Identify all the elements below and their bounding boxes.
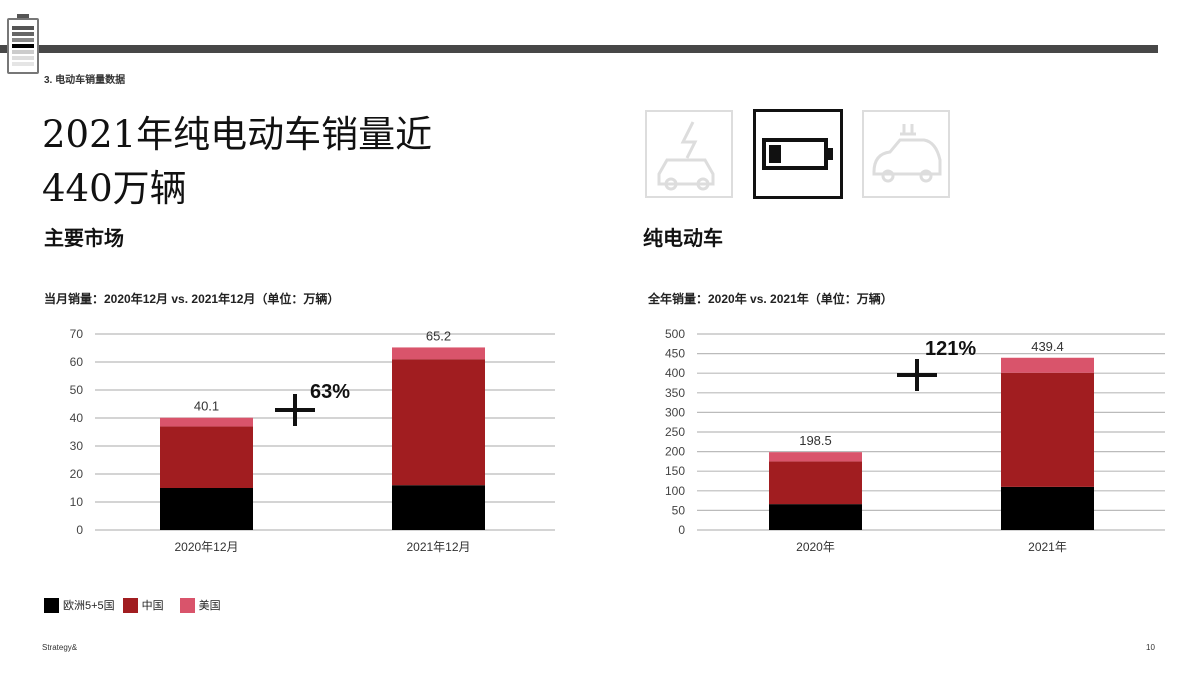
legend-swatch-us bbox=[179, 597, 195, 613]
page-number: 10 bbox=[1146, 643, 1155, 652]
y-tick-label: 250 bbox=[665, 425, 685, 439]
y-tick-label: 30 bbox=[70, 439, 84, 453]
y-tick-label: 10 bbox=[70, 495, 84, 509]
left-heading: 主要市场 bbox=[44, 228, 124, 250]
y-tick-label: 0 bbox=[76, 523, 83, 537]
y-tick-label: 70 bbox=[70, 327, 84, 341]
legend: 欧洲5+5国 中国 美国 bbox=[44, 597, 221, 613]
y-tick-label: 300 bbox=[665, 405, 685, 419]
plug-car-icon bbox=[862, 110, 950, 198]
bar-segment-1 bbox=[1001, 372, 1094, 487]
charging-car-icon bbox=[645, 110, 733, 198]
right-heading: 纯电动车 bbox=[643, 228, 723, 250]
battery-icon bbox=[753, 109, 843, 199]
growth-annotation: 121% bbox=[925, 338, 976, 360]
bar-segment-2 bbox=[769, 452, 862, 462]
title-line-2: 440万辆 bbox=[42, 167, 187, 210]
y-tick-label: 350 bbox=[665, 386, 685, 400]
y-tick-label: 150 bbox=[665, 464, 685, 478]
x-tick-label: 2021年12月 bbox=[406, 540, 470, 554]
y-tick-label: 50 bbox=[672, 503, 686, 517]
title-line-1: 2021年纯电动车销量近 bbox=[42, 113, 433, 156]
legend-label-us: 美国 bbox=[198, 600, 221, 612]
charts: 0 10 20 30 40 50 60 70 40.1 2020年12月 65.2 2021年12月 6… bbox=[70, 327, 1165, 554]
plus-icon bbox=[897, 359, 937, 391]
total-label: 40.1 bbox=[194, 399, 219, 414]
bar-segment-1 bbox=[392, 359, 485, 486]
bar-segment-2 bbox=[392, 347, 485, 360]
bar-segment-0 bbox=[160, 488, 253, 530]
y-tick-label: 100 bbox=[665, 484, 685, 498]
plus-icon bbox=[275, 394, 315, 426]
bar-segment-0 bbox=[769, 504, 862, 530]
total-label: 198.5 bbox=[799, 433, 832, 448]
page-title: 2021年纯电动车销量近 440万辆 bbox=[42, 108, 432, 216]
legend-swatch-europe bbox=[44, 597, 59, 613]
chart-annual-sales: 0 50 100 150 200 250 300 350 400 450 500 198.5 2020年… bbox=[665, 327, 1165, 554]
legend-label-china: 中国 bbox=[141, 600, 164, 612]
y-tick-label: 0 bbox=[678, 523, 685, 537]
bar-segment-0 bbox=[1001, 486, 1094, 530]
right-subtitle: 全年销量：2020年 vs. 2021年（单位：万辆） bbox=[648, 292, 893, 306]
growth-annotation: 63% bbox=[310, 381, 350, 403]
bar-segment-1 bbox=[160, 426, 253, 488]
battery-logo-icon bbox=[7, 14, 39, 74]
bar-segment-0 bbox=[392, 485, 485, 530]
legend-label-europe: 欧洲5+5国 bbox=[63, 600, 115, 612]
chart-monthly-sales: 0 10 20 30 40 50 60 70 40.1 2020年12月 65.2 2021年12月 6… bbox=[70, 327, 555, 554]
y-tick-label: 500 bbox=[665, 327, 685, 341]
x-tick-label: 2021年 bbox=[1028, 540, 1067, 554]
y-tick-label: 400 bbox=[665, 366, 685, 380]
legend-swatch-china bbox=[122, 597, 138, 613]
y-tick-label: 20 bbox=[70, 467, 84, 481]
x-tick-label: 2020年12月 bbox=[174, 540, 238, 554]
y-tick-label: 200 bbox=[665, 445, 685, 459]
bar-segment-1 bbox=[769, 461, 862, 505]
left-subtitle: 当月销量：2020年12月 vs. 2021年12月（单位：万辆） bbox=[44, 292, 340, 306]
total-label: 65.2 bbox=[426, 328, 451, 343]
x-tick-label: 2020年 bbox=[796, 540, 835, 554]
y-tick-label: 40 bbox=[70, 411, 84, 425]
brand-footer: Strategy& bbox=[42, 643, 78, 652]
header-rule bbox=[0, 45, 1158, 53]
bar-segment-2 bbox=[1001, 357, 1094, 373]
y-tick-label: 50 bbox=[70, 383, 84, 397]
y-tick-label: 60 bbox=[70, 355, 84, 369]
section-label: 3. 电动车销量数据 bbox=[44, 75, 126, 86]
y-tick-label: 450 bbox=[665, 347, 685, 361]
total-label: 439.4 bbox=[1031, 339, 1064, 354]
bar-segment-2 bbox=[160, 417, 253, 427]
